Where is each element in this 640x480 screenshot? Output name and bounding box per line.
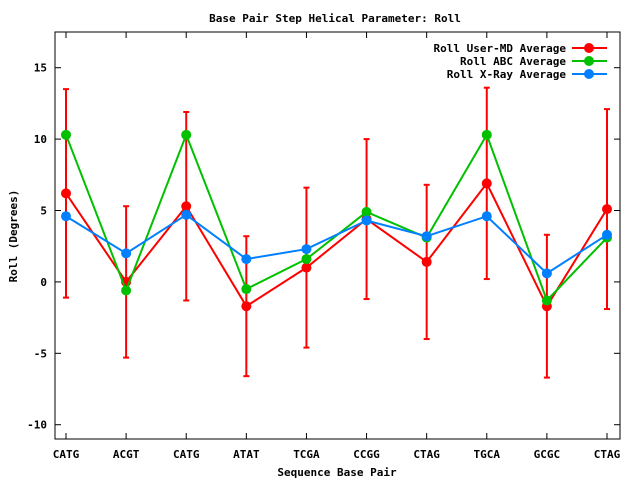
data-point [61,188,71,199]
series-line [65,213,608,275]
y-tick-label: -5 [34,347,47,360]
x-tick-label: CCGG [353,448,380,461]
x-tick-label: TCGA [293,448,320,461]
chart-title: Base Pair Step Helical Parameter: Roll [209,12,461,25]
series-line [65,132,608,303]
data-point [602,229,612,240]
data-point [121,285,132,296]
y-tick-label: -10 [27,419,47,432]
x-tick-label: ACGT [113,448,140,461]
y-tick-label: 5 [40,205,47,218]
data-point [121,248,132,259]
y-tick-label: 15 [34,62,47,75]
y-tick-label: 10 [34,133,47,146]
data-point [541,268,552,279]
y-axis-label: Roll (Degrees) [7,190,20,283]
x-axis-label: Sequence Base Pair [277,466,397,479]
data-point [61,211,71,222]
x-tick-label: CATG [53,448,80,461]
y-axis: -10 -5 0 5 10 15 [27,62,620,432]
data-point [481,129,492,140]
data-point [481,178,492,189]
series-layer [61,86,612,379]
plot-area-frame [54,31,621,440]
data-point [541,295,552,306]
data-point [181,209,192,220]
data-point [241,284,252,295]
x-tick-label: ATAT [233,448,260,461]
data-point [361,206,372,217]
data-point [361,215,372,226]
legend-label: Roll ABC Average [460,55,566,68]
legend-marker [584,56,594,66]
legend-label: Roll X-Ray Average [447,68,567,81]
x-tick-label: TGCA [474,448,501,461]
data-point [241,301,252,312]
y-tick-label: 0 [40,276,47,289]
x-axis: CATG ACGT CATG ATAT TCGA CCGG CTAG TGCA GCGC CTAG [53,32,621,461]
data-point [241,254,252,265]
data-point [421,231,432,242]
series-3 [61,209,612,279]
legend-marker [584,43,594,53]
data-point [301,244,312,255]
legend-marker [584,69,594,79]
legend-label: Roll User-MD Average [434,42,567,55]
data-point [61,129,71,140]
x-tick-label: CTAG [594,448,621,461]
data-point [602,204,612,215]
data-point [301,262,312,273]
data-point [481,211,492,222]
x-tick-label: GCGC [534,448,561,461]
series-2 [61,129,612,306]
data-point [301,254,312,265]
data-point [181,129,192,140]
x-tick-label: CTAG [413,448,440,461]
data-point [181,201,192,212]
x-tick-label: CATG [173,448,200,461]
data-point [421,256,432,267]
series-1 [61,86,612,379]
